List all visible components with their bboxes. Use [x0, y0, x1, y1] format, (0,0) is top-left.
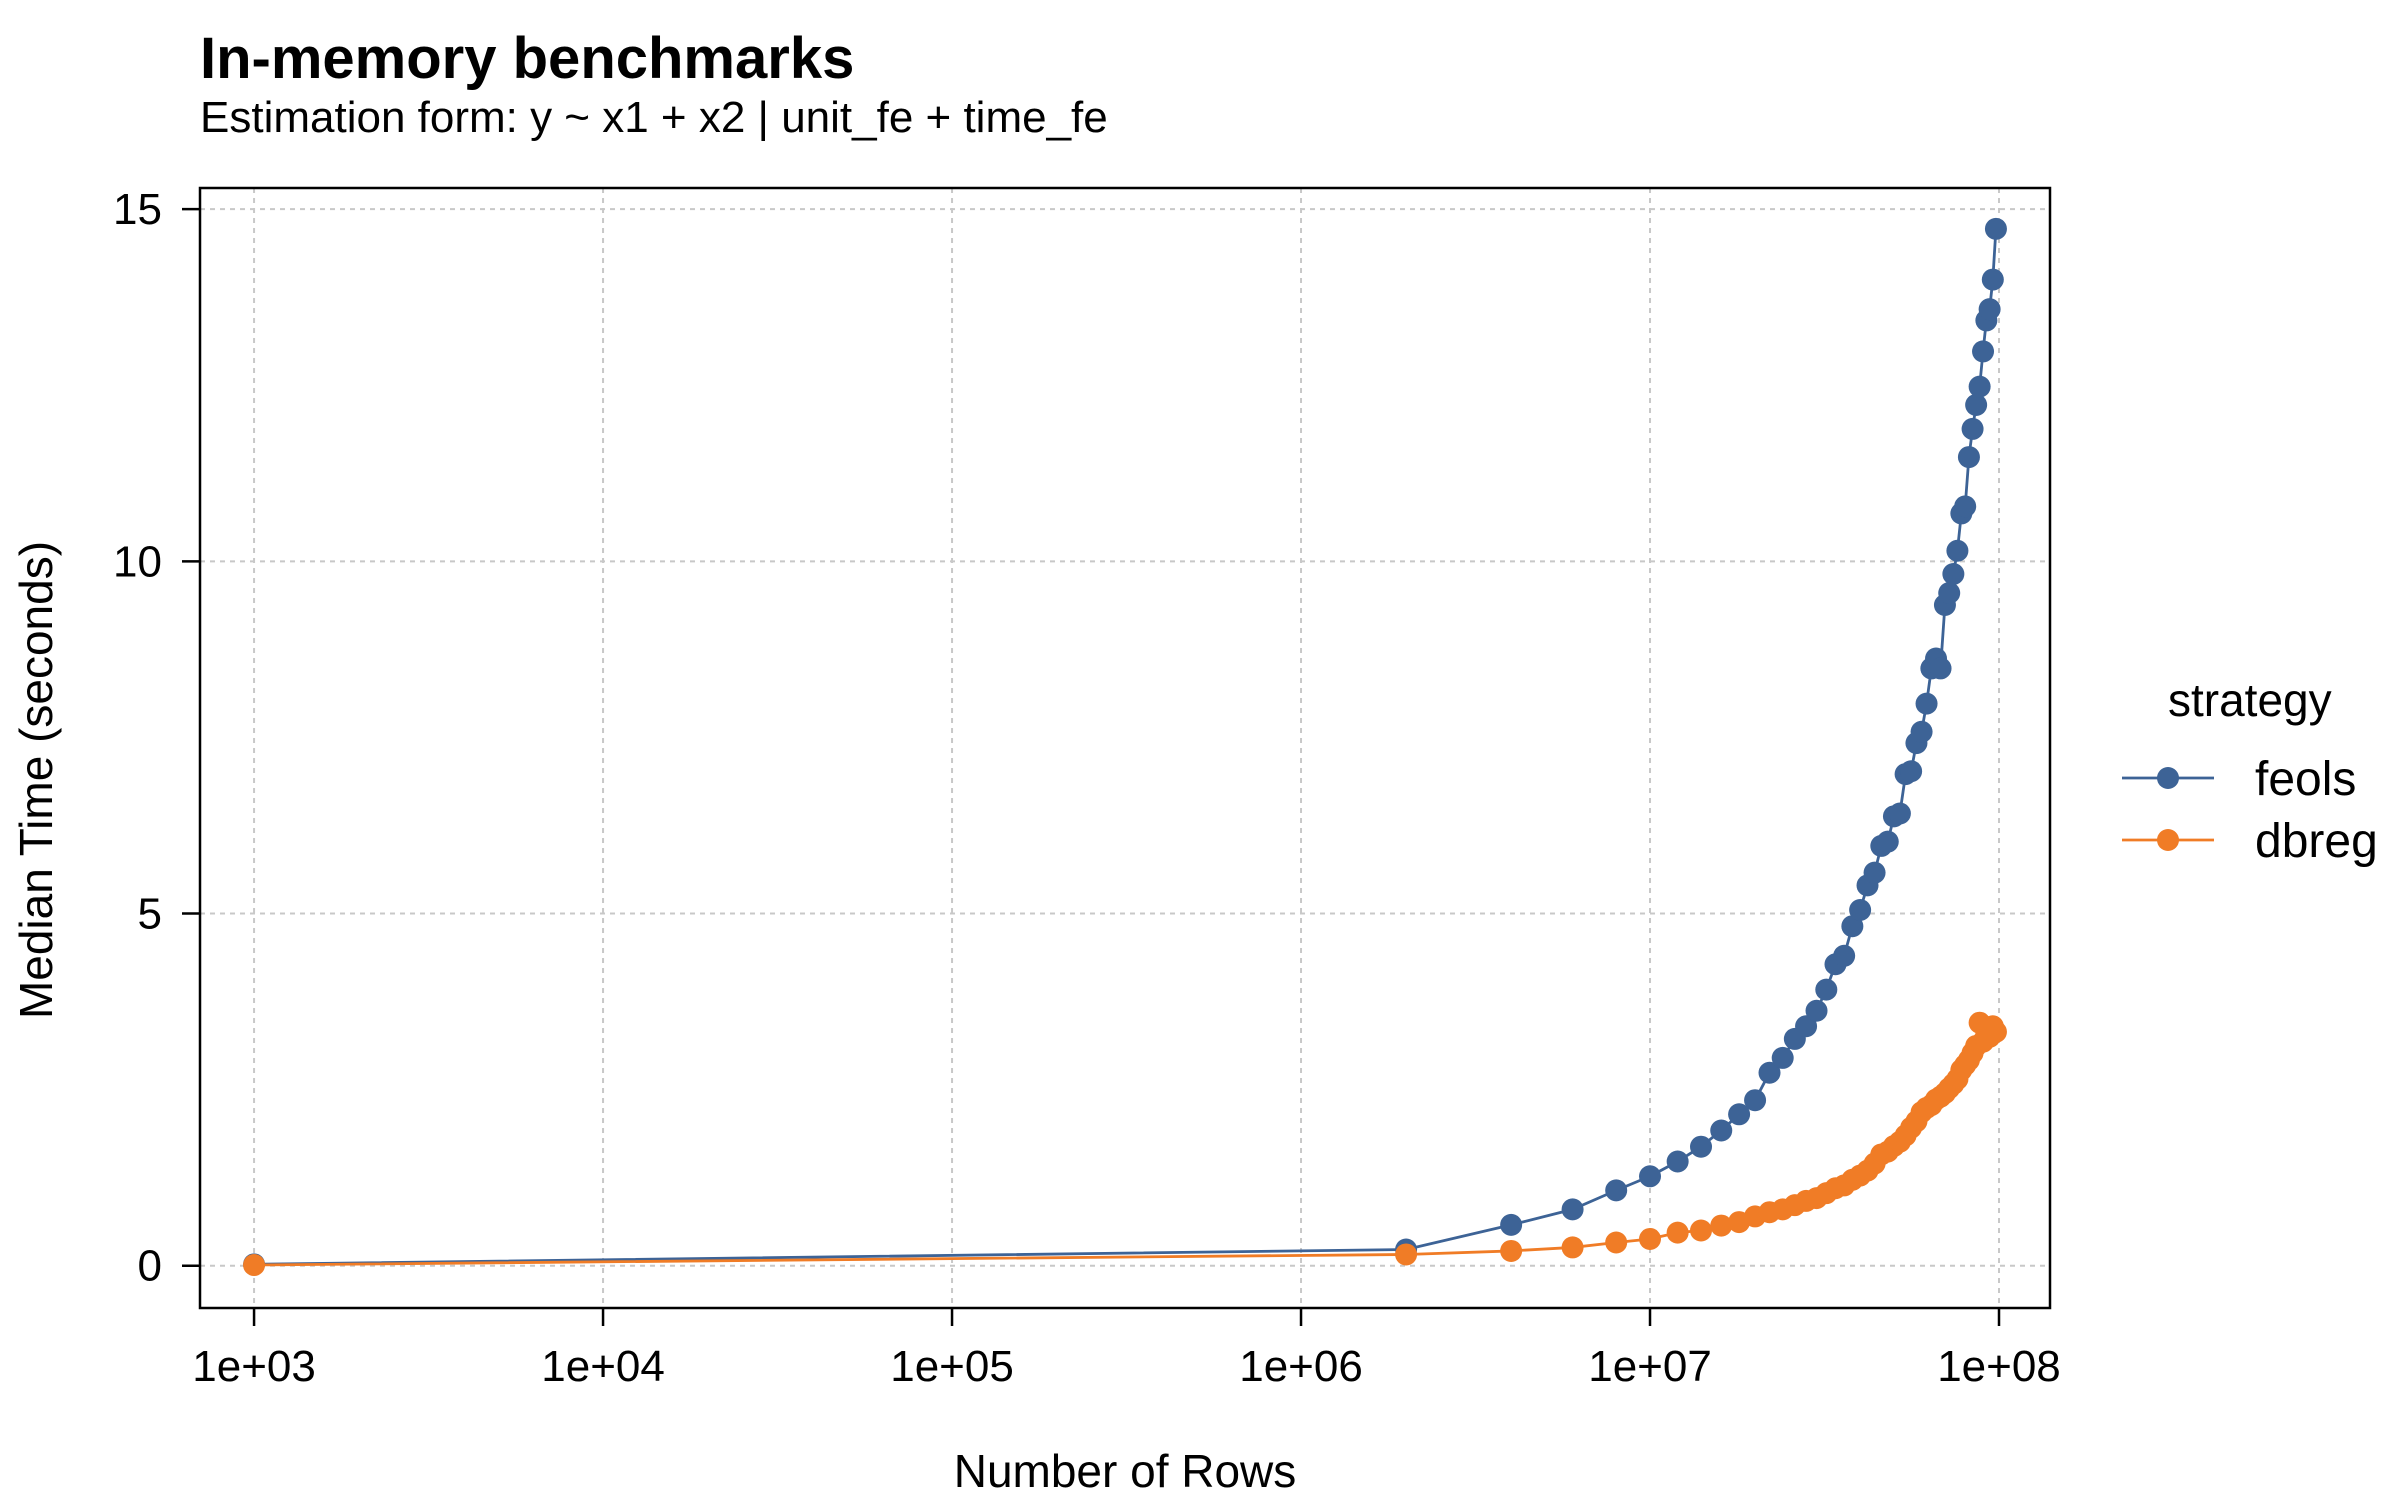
series-dbreg — [243, 1011, 2007, 1277]
data-point-dbreg — [1605, 1231, 1628, 1254]
data-point-feols — [1929, 657, 1952, 680]
data-point-dbreg — [1561, 1236, 1584, 1259]
data-point-feols — [1946, 539, 1969, 562]
x-tick-label: 1e+03 — [192, 1342, 316, 1391]
data-point-feols — [1915, 692, 1938, 715]
grid-lines — [200, 188, 2050, 1308]
data-point-dbreg — [1500, 1239, 1523, 1262]
data-point-feols — [1972, 340, 1995, 363]
data-point-dbreg — [243, 1254, 266, 1277]
data-point-dbreg — [1690, 1219, 1713, 1242]
data-point-feols — [1968, 375, 1991, 398]
x-tick-label: 1e+08 — [1937, 1342, 2061, 1391]
data-point-feols — [1938, 582, 1961, 605]
data-point-feols — [1758, 1061, 1781, 1084]
data-point-feols — [1981, 268, 2004, 291]
data-point-feols — [1910, 720, 1933, 743]
x-tick-label: 1e+06 — [1239, 1342, 1363, 1391]
data-point-feols — [1965, 393, 1988, 416]
data-point-feols — [1942, 563, 1965, 586]
series-feols — [243, 217, 2007, 1276]
y-tick-label: 15 — [113, 185, 162, 234]
data-point-feols — [1978, 298, 2001, 321]
x-tick-label: 1e+07 — [1588, 1342, 1712, 1391]
chart-subtitle: Estimation form: y ~ x1 + x2 | unit_fe +… — [200, 93, 1108, 142]
y-tick-label: 10 — [113, 537, 162, 586]
data-point-feols — [1605, 1179, 1628, 1202]
data-point-dbreg — [1984, 1020, 2007, 1043]
data-point-feols — [1888, 802, 1911, 825]
data-point-feols — [1728, 1103, 1751, 1126]
y-tick-label: 5 — [138, 890, 162, 939]
data-point-feols — [1833, 944, 1856, 967]
data-point-dbreg — [1639, 1227, 1662, 1250]
legend-marker-feols — [2157, 767, 2179, 789]
legend: strategy feols dbreg — [2122, 674, 2378, 868]
data-point-feols — [1561, 1198, 1584, 1221]
data-point-feols — [1900, 760, 1923, 783]
data-point-feols — [1639, 1165, 1662, 1188]
plot-panel-border — [198, 186, 2052, 1310]
x-tick-label: 1e+04 — [541, 1342, 665, 1391]
data-point-dbreg — [1666, 1221, 1689, 1244]
y-axis-title: Median Time (seconds) — [10, 541, 62, 1019]
legend-title: strategy — [2168, 674, 2332, 726]
legend-marker-dbreg — [2157, 829, 2179, 851]
data-point-feols — [1666, 1150, 1689, 1173]
data-point-feols — [1805, 999, 1828, 1022]
data-point-feols — [1690, 1135, 1713, 1158]
data-point-feols — [1500, 1213, 1523, 1236]
legend-label-feols: feols — [2255, 753, 2356, 806]
data-point-feols — [1957, 446, 1980, 469]
data-point-feols — [1771, 1046, 1794, 1069]
x-axis-title: Number of Rows — [954, 1445, 1297, 1497]
legend-items: feols dbreg — [2122, 753, 2378, 868]
axes: 1e+03 1e+04 1e+05 1e+06 1e+07 1e+08 0 5 10 15 — [113, 185, 2061, 1391]
data-point-feols — [1876, 830, 1899, 853]
chart-title: In-memory benchmarks — [200, 26, 854, 91]
data-point-feols — [1954, 495, 1977, 518]
plot-series — [243, 217, 2007, 1277]
x-tick-label: 1e+05 — [890, 1342, 1014, 1391]
data-point-feols — [1710, 1119, 1733, 1142]
data-point-feols — [1815, 978, 1838, 1001]
data-point-feols — [1795, 1015, 1818, 1038]
data-point-feols — [1984, 217, 2007, 240]
data-point-feols — [1849, 899, 1872, 922]
legend-label-dbreg: dbreg — [2255, 815, 2378, 868]
data-point-feols — [1863, 861, 1886, 884]
data-point-dbreg — [1710, 1214, 1733, 1237]
data-point-feols — [1961, 417, 1984, 440]
y-tick-label: 0 — [138, 1242, 162, 1291]
data-point-dbreg — [1395, 1243, 1418, 1266]
data-point-feols — [1744, 1089, 1767, 1112]
